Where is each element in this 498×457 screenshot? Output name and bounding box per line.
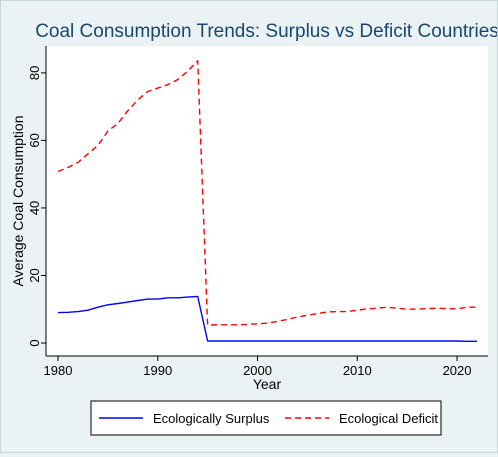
x-tick-label: 1990 bbox=[143, 363, 172, 378]
y-axis-ticks: 0 20 40 60 80 bbox=[27, 66, 46, 347]
chart-title: Coal Consumption Trends: Surplus vs Defi… bbox=[35, 21, 497, 42]
y-tick-label: 80 bbox=[27, 66, 42, 80]
y-tick-label: 40 bbox=[27, 201, 42, 215]
x-tick-label: 2000 bbox=[243, 363, 272, 378]
plot-area bbox=[46, 46, 488, 356]
series-lines bbox=[57, 60, 477, 342]
y-axis-label: Average Coal Consumption bbox=[10, 116, 26, 287]
series-line-1 bbox=[57, 295, 477, 342]
x-axis-label: Year bbox=[253, 376, 282, 392]
legend-box bbox=[90, 400, 442, 436]
legend-label-2: Ecological Deficit bbox=[339, 411, 438, 426]
y-tick-label: 60 bbox=[27, 133, 42, 147]
y-tick-label: 0 bbox=[27, 339, 42, 346]
x-tick-label: 1980 bbox=[44, 363, 73, 378]
series-line-2 bbox=[57, 60, 477, 326]
x-tick-label: 2010 bbox=[343, 363, 372, 378]
legend: Ecologically Surplus Ecological Deficit bbox=[99, 411, 438, 426]
legend-label-1: Ecologically Surplus bbox=[153, 411, 270, 426]
x-tick-label: 2020 bbox=[443, 363, 472, 378]
y-tick-label: 20 bbox=[27, 268, 42, 282]
x-axis-ticks: 1980 1990 2000 2010 2020 bbox=[44, 356, 472, 378]
